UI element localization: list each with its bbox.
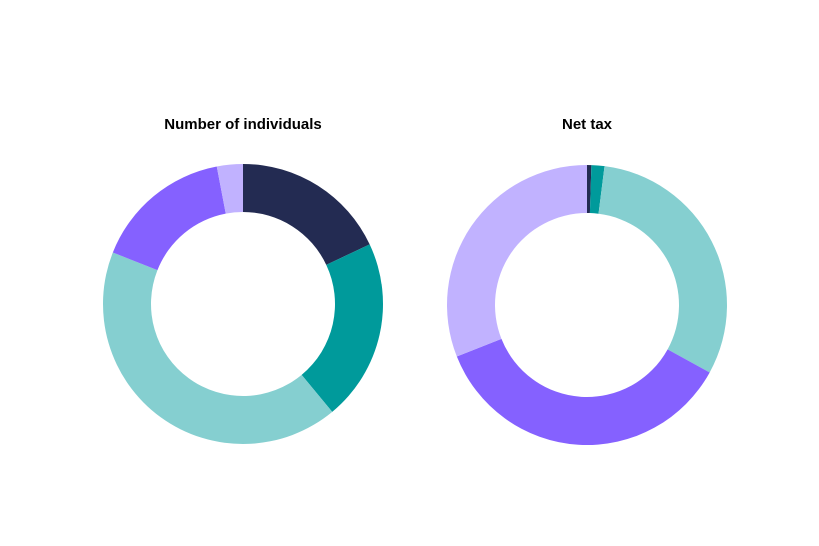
donut-segment — [103, 252, 333, 444]
donut-segment — [447, 165, 587, 357]
donut-segment — [598, 166, 727, 373]
donut-segment — [216, 164, 243, 214]
chart-title: Number of individuals — [164, 116, 322, 133]
donut-segment — [243, 164, 370, 265]
donut-segment — [587, 165, 592, 214]
donut-segment — [456, 338, 710, 445]
chart-title: Net tax — [562, 116, 613, 133]
donut-segment — [301, 244, 383, 412]
donut-segment — [589, 165, 605, 214]
donut-segment — [112, 166, 226, 271]
